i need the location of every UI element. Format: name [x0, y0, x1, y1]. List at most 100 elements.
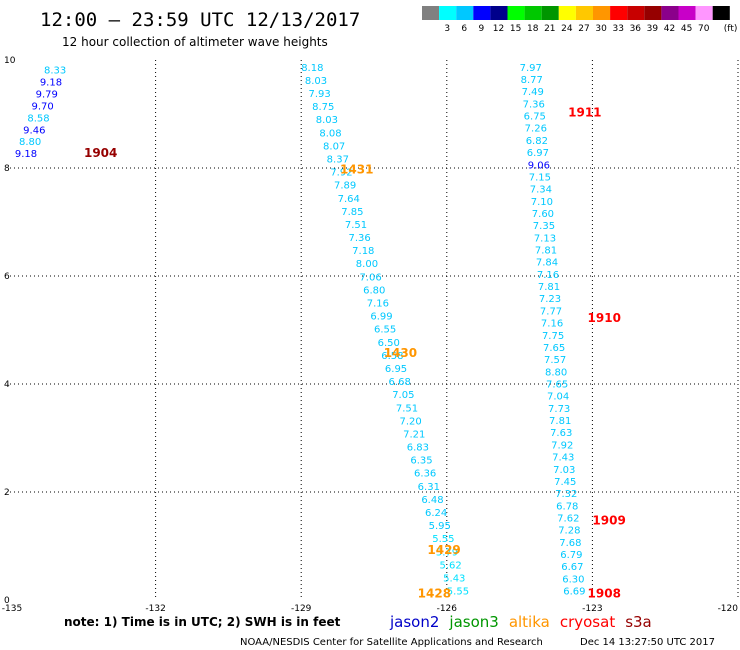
- wave-height-point: 7.36: [523, 99, 545, 110]
- wave-height-point: 7.16: [541, 319, 563, 330]
- wave-height-point: 7.04: [547, 392, 569, 403]
- wave-height-point: 7.92: [551, 440, 573, 451]
- wave-height-point: 7.32: [555, 489, 577, 500]
- x-tick-label: -132: [145, 604, 165, 614]
- wave-height-point: 8.77: [521, 75, 543, 86]
- wave-height-point: 7.75: [542, 331, 564, 342]
- x-tick-label: -129: [291, 604, 312, 614]
- wave-height-point: 7.77: [540, 306, 562, 317]
- footer-timestamp: Dec 14 13:27:50 UTC 2017: [580, 637, 715, 648]
- legend-swatch: [558, 6, 576, 20]
- pass-time-label: 1909: [592, 513, 625, 527]
- wave-height-point: 7.34: [530, 185, 552, 196]
- wave-height-point: 7.35: [533, 221, 555, 232]
- wave-height-point: 6.67: [561, 562, 583, 573]
- legend-swatch: [541, 6, 559, 20]
- footer-note: note: 1) Time is in UTC; 2) SWH is in fe…: [64, 615, 341, 629]
- legend-tick-label: 39: [647, 24, 659, 34]
- legend-tick-label: 24: [561, 24, 573, 34]
- wave-height-point: 5.79: [436, 547, 458, 558]
- wave-height-points: 8.339.189.799.708.589.468.809.18 19048.18…: [15, 63, 586, 598]
- wave-height-point: 7.26: [525, 124, 547, 135]
- chart-subtitle: 12 hour collection of altimeter wave hei…: [62, 35, 328, 49]
- wave-height-point: 7.68: [559, 538, 581, 549]
- wave-height-point: 6.50: [378, 338, 400, 349]
- legend-tick-label: 27: [578, 24, 589, 34]
- legend-swatch: [610, 6, 628, 20]
- wave-height-point: 8.58: [27, 113, 49, 124]
- pass-time-label: 1428: [418, 586, 451, 600]
- wave-height-point: 9.46: [23, 125, 45, 136]
- legend-swatch: [627, 6, 645, 20]
- satellite-name: altika: [509, 613, 550, 631]
- wave-height-point: 7.23: [539, 294, 561, 305]
- legend-tick-label: 30: [595, 24, 607, 34]
- wave-height-point: 8.75: [312, 102, 334, 113]
- legend-swatch: [644, 6, 662, 20]
- wave-height-point: 6.36: [414, 469, 436, 480]
- wave-height-point: 7.36: [349, 233, 371, 244]
- wave-height-point: 9.70: [31, 101, 53, 112]
- wave-height-point: 7.62: [557, 514, 579, 525]
- wave-height-point: 6.55: [374, 325, 396, 336]
- wave-height-point: 7.81: [535, 246, 557, 257]
- legend-swatch: [490, 6, 508, 20]
- wave-height-point: 8.18: [301, 63, 323, 74]
- pass-time-label: 1908: [588, 586, 621, 600]
- legend-tick-label: 45: [681, 24, 692, 34]
- y-tick-label: 4: [4, 380, 10, 390]
- legend-tick-label: 9: [479, 24, 485, 34]
- legend-swatch: [456, 6, 474, 20]
- wave-height-point: 6.95: [385, 364, 407, 375]
- wave-height-point: 7.05: [392, 390, 414, 401]
- legend-unit: (ft): [724, 24, 738, 34]
- legend-tick-label: 33: [612, 24, 623, 34]
- wave-height-point: 9.18: [40, 77, 62, 88]
- wave-height-point: 9.18: [15, 149, 37, 160]
- pass-time-label: 1430: [384, 346, 417, 360]
- wave-height-point: 6.78: [556, 501, 578, 512]
- wave-height-point: 6.35: [410, 456, 432, 467]
- wave-height-point: 7.97: [520, 63, 542, 74]
- wave-height-point: 5.55: [447, 587, 469, 598]
- wave-height-point: 6.82: [526, 136, 548, 147]
- wave-height-point: 7.16: [367, 299, 389, 310]
- legend-tick-label: 18: [527, 24, 539, 34]
- pass-time-label: 1911: [568, 106, 601, 120]
- wave-height-point: 6.75: [524, 112, 546, 123]
- wave-height-point: 8.07: [323, 141, 345, 152]
- wave-height-point: 7.92: [330, 168, 352, 179]
- wave-height-point: 6.97: [527, 148, 549, 159]
- wave-height-point: 7.21: [403, 429, 425, 440]
- satellite-name: s3a: [625, 613, 652, 631]
- wave-height-point: 7.65: [546, 380, 568, 391]
- wave-height-point: 7.03: [553, 465, 575, 476]
- x-tick-label: -135: [2, 604, 22, 614]
- wave-height-point: 5.95: [429, 521, 451, 532]
- legend-swatch: [422, 6, 440, 20]
- wave-height-point: 8.37: [327, 154, 349, 165]
- legend-swatch: [712, 6, 730, 20]
- wave-height-point: 7.51: [396, 403, 418, 414]
- wave-height-point: 7.73: [548, 404, 570, 415]
- wave-height-point: 7.43: [552, 453, 574, 464]
- satellite-name: cryosat: [560, 613, 615, 631]
- wave-height-point: 5.55: [432, 534, 454, 545]
- wave-height-point: 7.15: [529, 172, 551, 183]
- wave-height-point: 5.43: [443, 574, 465, 585]
- color-scale-legend: 3 6 9 12 15 18 21 24 27 30 33 36 39 42 45 70 (ft): [422, 6, 737, 34]
- wave-height-point: 7.20: [399, 416, 421, 427]
- legend-swatch: [473, 6, 491, 20]
- wave-height-point: 6.83: [407, 443, 429, 454]
- x-tick-label: -120: [718, 604, 739, 614]
- wave-height-point: 7.13: [534, 233, 556, 244]
- wave-height-point: 6.31: [418, 482, 440, 493]
- wave-height-point: 7.51: [345, 220, 367, 231]
- wave-height-point: 6.99: [370, 312, 392, 323]
- legend-swatch: [661, 6, 679, 20]
- y-tick-label: 0: [4, 596, 10, 606]
- wave-height-point: 8.08: [319, 128, 341, 139]
- wave-height-point: 7.16: [537, 270, 559, 281]
- pass-time-label: 1910: [588, 311, 621, 325]
- legend-swatch: [524, 6, 542, 20]
